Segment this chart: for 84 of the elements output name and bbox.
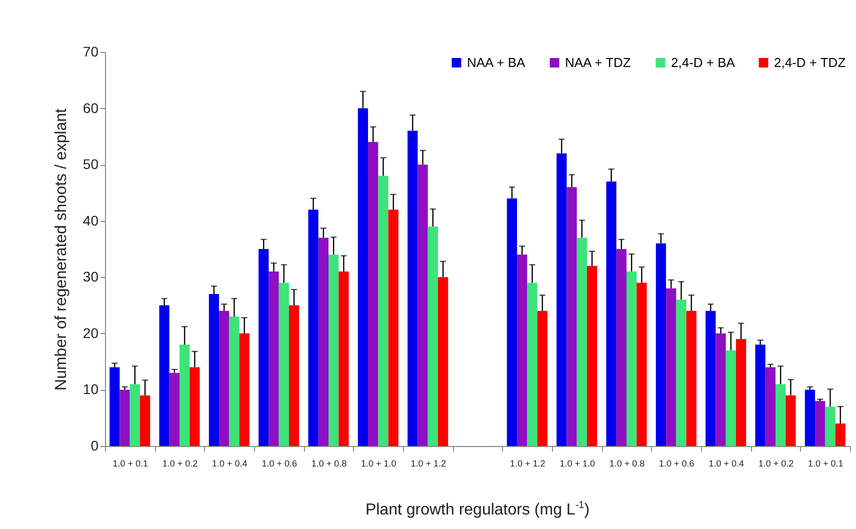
x-tick-label: 1.0 + 0.6 — [659, 458, 694, 468]
bar — [338, 272, 349, 446]
x-tick-label: 1.0 + 0.8 — [609, 458, 645, 468]
bar — [288, 305, 300, 446]
bar — [438, 277, 448, 446]
bar — [527, 282, 538, 446]
bar — [130, 384, 140, 446]
y-tick-label: 0 — [90, 438, 99, 454]
bar — [835, 423, 846, 446]
y-tick-label: 70 — [82, 44, 99, 60]
legend-label: NAA + TDZ — [565, 54, 631, 70]
y-tick-label: 50 — [82, 156, 99, 172]
bar — [159, 305, 170, 446]
y-tick-label: 10 — [82, 381, 99, 398]
bar — [815, 400, 826, 446]
bar — [586, 266, 598, 446]
bar — [616, 249, 626, 446]
bar — [537, 310, 548, 446]
bar — [726, 350, 736, 446]
x-tick-label: 1.0 + 1.2 — [510, 458, 546, 468]
x-tick-label: 1.0 + 0.2 — [162, 458, 198, 468]
bar — [219, 310, 230, 446]
x-tick-label: 1.0 + 1.2 — [410, 458, 446, 468]
bar — [110, 367, 120, 446]
bar — [706, 310, 716, 446]
bar — [358, 108, 368, 446]
bar — [378, 176, 388, 446]
bar — [676, 300, 686, 446]
bar — [656, 243, 666, 446]
bar — [517, 254, 528, 446]
bar — [318, 238, 328, 446]
bar — [804, 390, 816, 446]
x-tick-label: 1.0 + 0.1 — [112, 458, 148, 468]
bar — [736, 339, 746, 446]
bar — [506, 198, 518, 446]
bar — [686, 310, 696, 446]
legend-label: 2,4-D + BA — [671, 54, 736, 70]
legend-label: NAA + BA — [467, 54, 526, 70]
bar — [606, 181, 616, 446]
bar — [328, 254, 339, 446]
bar — [428, 226, 438, 446]
bar — [556, 153, 567, 446]
bar — [418, 164, 428, 446]
bar — [825, 406, 836, 446]
bar — [566, 187, 577, 446]
bar — [786, 395, 796, 446]
y-tick-label: 60 — [82, 100, 99, 116]
bar — [576, 238, 587, 446]
bar — [626, 272, 637, 446]
bar — [278, 282, 289, 446]
x-tick-label: 1.0 + 0.2 — [758, 458, 794, 468]
bar — [140, 395, 150, 446]
x-tick-label: 1.0 + 1.0 — [361, 458, 396, 468]
x-tick-label: 1.0 + 0.6 — [262, 458, 297, 468]
y-tick-label: 30 — [82, 268, 99, 285]
bar — [239, 333, 250, 446]
x-tick-label: 1.0 + 0.8 — [311, 458, 347, 468]
bar — [308, 210, 318, 446]
bar — [388, 210, 398, 446]
bar — [190, 367, 200, 446]
bar — [169, 372, 180, 446]
bar — [636, 282, 647, 446]
bar — [368, 142, 378, 446]
bar — [666, 288, 676, 446]
bar — [180, 344, 190, 446]
y-axis-title: Number of regenerated shoots / explant — [52, 108, 70, 390]
bar — [229, 316, 240, 446]
bar — [408, 130, 418, 446]
bar — [208, 294, 220, 446]
x-axis-title: Plant growth regulators (mg L$^{-1}$) — [364, 500, 591, 520]
bar — [776, 384, 786, 446]
x-tick-label: 1.0 + 0.4 — [708, 458, 744, 468]
bar — [120, 390, 130, 446]
x-tick-label: 1.0 + 1.0 — [560, 458, 595, 468]
x-tick-label: 1.0 + 0.4 — [212, 458, 248, 468]
bar — [755, 344, 766, 446]
y-tick-label: 40 — [82, 212, 99, 228]
bar — [716, 333, 726, 446]
bar — [268, 272, 279, 446]
x-tick-label: 1.0 + 0.1 — [808, 458, 844, 468]
legend-label: 2,4-D + TDZ — [774, 54, 846, 70]
y-tick-label: 20 — [82, 324, 99, 341]
bar — [258, 249, 269, 446]
bar — [765, 367, 776, 446]
